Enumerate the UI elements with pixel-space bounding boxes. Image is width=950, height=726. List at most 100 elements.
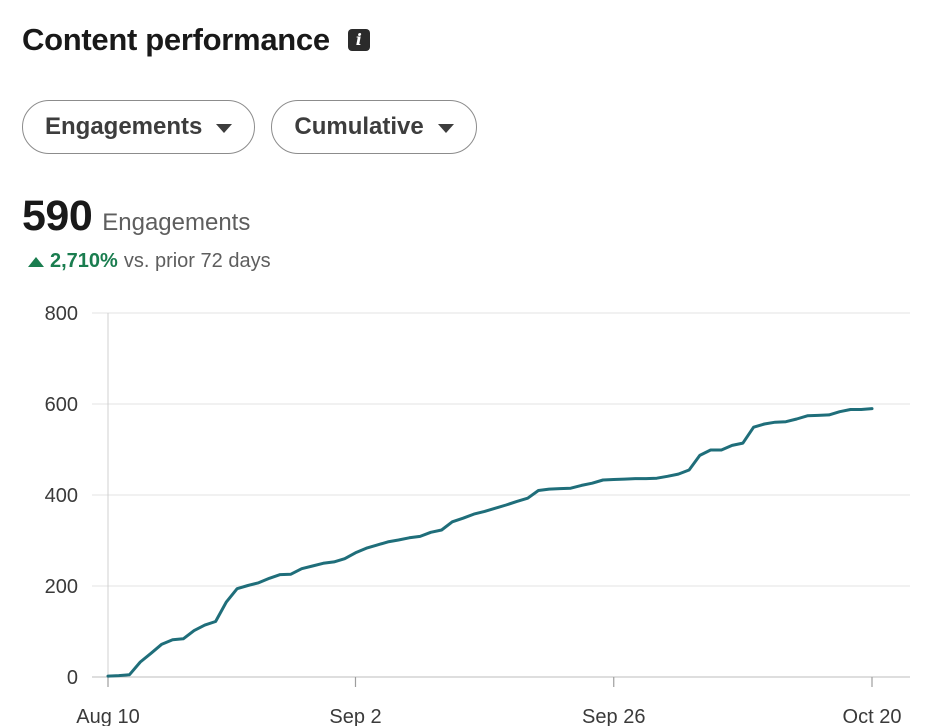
data-point bbox=[289, 573, 292, 576]
y-tick-label: 800 bbox=[45, 303, 78, 325]
data-point bbox=[225, 600, 228, 603]
data-point bbox=[182, 637, 185, 640]
data-point bbox=[763, 423, 766, 426]
data-point bbox=[784, 420, 787, 423]
filter-bar: Engagements Cumulative bbox=[22, 100, 477, 154]
data-point bbox=[838, 410, 841, 413]
data-point bbox=[193, 629, 196, 632]
data-point bbox=[408, 536, 411, 539]
page-title: Content performance bbox=[22, 22, 330, 57]
data-point bbox=[128, 673, 131, 676]
data-point bbox=[548, 488, 551, 491]
data-point bbox=[214, 620, 217, 623]
data-point bbox=[440, 529, 443, 532]
data-point bbox=[236, 587, 239, 590]
data-point bbox=[677, 473, 680, 476]
data-point bbox=[117, 674, 120, 677]
data-point bbox=[698, 454, 701, 457]
x-tick-label: Sep 2 bbox=[329, 706, 381, 726]
data-point bbox=[623, 478, 626, 481]
data-point bbox=[300, 567, 303, 570]
data-point bbox=[505, 504, 508, 507]
data-point bbox=[731, 444, 734, 447]
data-point bbox=[171, 638, 174, 641]
data-point bbox=[871, 407, 874, 410]
change-percent: 2,710% bbox=[50, 250, 118, 272]
data-point bbox=[741, 442, 744, 445]
data-point bbox=[645, 477, 648, 480]
change-suffix: vs. prior 72 days bbox=[123, 250, 271, 272]
data-point bbox=[397, 539, 400, 542]
y-tick-label: 200 bbox=[45, 576, 78, 598]
data-point bbox=[203, 624, 206, 627]
metric-dropdown-label: Engagements bbox=[45, 113, 203, 140]
data-point bbox=[365, 547, 368, 550]
chevron-down-icon bbox=[437, 123, 454, 133]
chevron-down-icon bbox=[216, 123, 233, 133]
metric-value: 590 bbox=[22, 192, 93, 240]
title-row: Content performance i bbox=[22, 22, 370, 58]
data-point bbox=[827, 413, 830, 416]
data-point bbox=[601, 478, 604, 481]
trend-up-icon bbox=[28, 256, 44, 267]
data-point bbox=[515, 500, 518, 503]
data-point bbox=[537, 489, 540, 492]
data-point bbox=[376, 544, 379, 547]
engagements-series-line bbox=[106, 407, 874, 678]
y-tick-label: 0 bbox=[67, 667, 78, 689]
data-point bbox=[429, 531, 432, 534]
data-point bbox=[817, 414, 820, 417]
data-point bbox=[666, 475, 669, 478]
data-point bbox=[268, 577, 271, 580]
data-point bbox=[257, 581, 260, 584]
data-point bbox=[849, 408, 852, 411]
data-point bbox=[655, 477, 658, 480]
data-point bbox=[483, 510, 486, 513]
data-point bbox=[451, 520, 454, 523]
data-point bbox=[569, 487, 572, 490]
data-point bbox=[795, 418, 798, 421]
data-point bbox=[386, 540, 389, 543]
data-point bbox=[612, 478, 615, 481]
data-point bbox=[354, 551, 357, 554]
data-point bbox=[591, 482, 594, 485]
metric-label: Engagements bbox=[102, 209, 251, 236]
data-point bbox=[343, 557, 346, 560]
data-point bbox=[634, 477, 637, 480]
data-point bbox=[311, 564, 314, 567]
data-point bbox=[322, 562, 325, 565]
data-point bbox=[107, 675, 110, 678]
data-point bbox=[709, 448, 712, 451]
data-point bbox=[150, 652, 153, 655]
data-point bbox=[720, 448, 723, 451]
data-point bbox=[688, 468, 691, 471]
data-point bbox=[494, 507, 497, 510]
x-tick-label: Aug 10 bbox=[76, 706, 139, 726]
data-point bbox=[139, 660, 142, 663]
data-point bbox=[246, 584, 249, 587]
data-point bbox=[419, 535, 422, 538]
y-tick-label: 600 bbox=[45, 394, 78, 416]
data-point bbox=[332, 560, 335, 563]
data-point bbox=[860, 408, 863, 411]
x-tick-label: Oct 20 bbox=[843, 706, 902, 726]
x-tick-label: Sep 26 bbox=[582, 706, 645, 726]
mode-dropdown[interactable]: Cumulative bbox=[271, 100, 477, 154]
data-point bbox=[462, 517, 465, 520]
data-point bbox=[526, 497, 529, 500]
data-point bbox=[774, 421, 777, 424]
line-chart: 0 200 400 600 800 Aug 10 Sep 2 Sep 26 Oct 20 bbox=[45, 303, 910, 726]
change-indicator: 2,710% vs. prior 72 days bbox=[28, 250, 271, 273]
info-icon[interactable]: i bbox=[347, 29, 370, 51]
data-point bbox=[472, 513, 475, 516]
summary-metric: 590 Engagements bbox=[22, 192, 250, 241]
data-point bbox=[279, 573, 282, 576]
mode-dropdown-label: Cumulative bbox=[294, 113, 424, 140]
metric-dropdown[interactable]: Engagements bbox=[22, 100, 256, 154]
data-point bbox=[806, 414, 809, 417]
y-tick-label: 400 bbox=[45, 485, 78, 507]
data-point bbox=[752, 426, 755, 429]
data-point bbox=[160, 643, 163, 646]
data-point bbox=[580, 484, 583, 487]
data-point bbox=[558, 487, 561, 490]
